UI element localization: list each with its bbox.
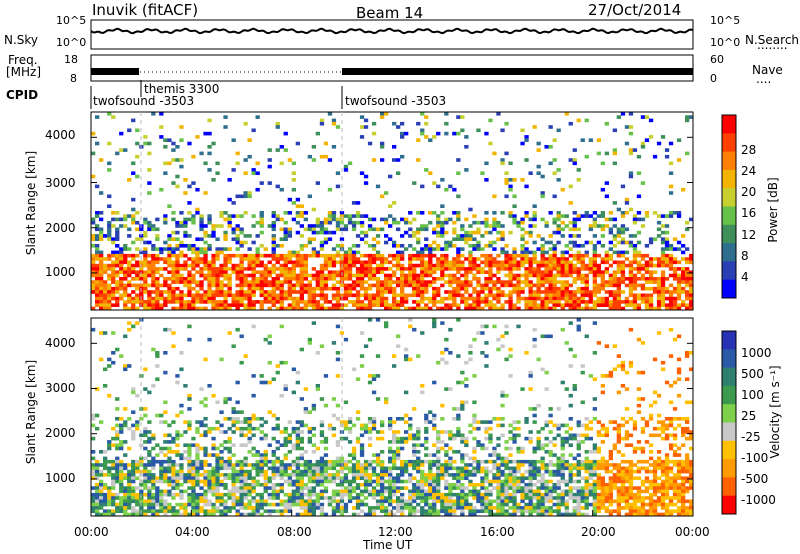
nave-label: Nave	[752, 63, 783, 77]
nsky-right-tick-top: 10^5	[710, 14, 741, 27]
freq-label: Freq.	[8, 53, 38, 67]
freq-left-tick-bottom: 8	[70, 72, 77, 85]
nave-legend: ....	[756, 72, 772, 86]
date-title: 27/Oct/2014	[588, 1, 682, 19]
nsearch-legend: ........	[757, 38, 788, 52]
power-ytick: 3000	[45, 176, 76, 190]
nsky-panel-frame	[90, 19, 694, 50]
velocity-colorbar	[721, 330, 737, 515]
velocity-yticks	[91, 342, 693, 480]
velocity-heatmap-cells	[91, 318, 694, 517]
nsky-series-line	[90, 27, 694, 35]
freq-right-tick-bottom: 0	[710, 72, 717, 85]
cpid-label: CPID	[6, 88, 39, 102]
velocity-cbar-tick: -1000	[741, 493, 776, 507]
cpid-entry: twofsound -3503	[345, 94, 447, 108]
power-heatmap-cells	[91, 112, 694, 311]
xtick-label: 12:00	[378, 525, 413, 539]
power-panel-frame	[90, 111, 694, 311]
power-cbar-tick: 12	[741, 228, 757, 242]
xtick-label: 00:00	[74, 525, 109, 539]
power-yticks	[91, 136, 693, 274]
velocity-ytick: 1000	[45, 471, 76, 485]
xtick-label: 00:00	[675, 525, 710, 539]
beam-title: Beam 14	[356, 4, 424, 22]
power-cbar-tick: 24	[741, 164, 757, 178]
velocity-cbar-tick: -500	[741, 472, 769, 486]
nsky-label: N.Sky	[4, 33, 39, 47]
xtick-label: 20:00	[581, 525, 616, 539]
velocity-cbar-tick: 500	[741, 367, 764, 381]
power-cbar-tick: 28	[741, 143, 757, 157]
freq-bar-1	[91, 68, 139, 75]
nsky-left-tick-bottom: 10^0	[56, 36, 87, 49]
freq-right-tick-top: 60	[710, 53, 724, 66]
power-cbar-tick: 16	[741, 206, 757, 220]
power-ytick: 2000	[45, 221, 76, 235]
velocity-ytick: 4000	[45, 336, 76, 350]
xtick-label: 04:00	[175, 525, 210, 539]
nsky-right-tick-bottom: 10^0	[710, 36, 741, 49]
station-title: Inuvik (fitACF)	[92, 1, 199, 19]
power-ytick: 4000	[45, 128, 76, 142]
freq-bar-2	[342, 68, 693, 75]
cpid-entry: themis 3300	[144, 82, 220, 96]
velocity-cbar-tick: 25	[741, 409, 757, 423]
xtick-label: 16:00	[480, 525, 515, 539]
velocity-ytick: 2000	[45, 426, 76, 440]
freq-left-tick-top: 18	[64, 53, 78, 66]
velocity-ytick: 3000	[45, 381, 76, 395]
xaxis-title: Time UT	[363, 538, 413, 552]
nsearch-label: N.Search	[745, 33, 800, 47]
power-cbar-tick: 8	[741, 249, 749, 263]
velocity-cbar-tick: 100	[741, 388, 764, 402]
power-ytick: 1000	[45, 265, 76, 279]
x-axis-ticks	[90, 510, 694, 516]
power-colorbar	[721, 114, 737, 299]
nsky-left-tick-top: 10^5	[56, 14, 87, 27]
power-cbar-tick: 20	[741, 185, 757, 199]
power-cbar-tick: 4	[741, 270, 749, 284]
velocity-cbar-tick: 1000	[741, 346, 772, 360]
cpid-entry: twofsound -3503	[93, 94, 195, 108]
velocity-cbar-tick: -100	[741, 451, 769, 465]
velocity-cbar-tick: -25	[741, 430, 761, 444]
xtick-label: 08:00	[277, 525, 312, 539]
freq-unit-label: [MHz]	[6, 65, 42, 79]
